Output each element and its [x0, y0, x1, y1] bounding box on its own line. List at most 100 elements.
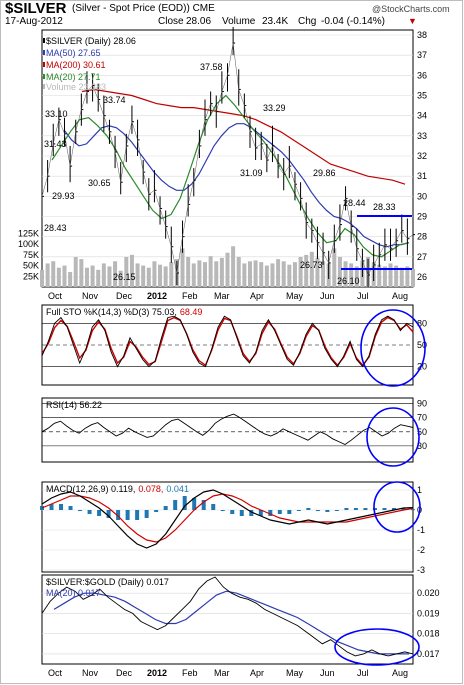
volume-value: 23.4K: [262, 16, 289, 27]
legend-entry: 68.49: [180, 307, 203, 317]
volume-bar: [321, 261, 326, 287]
ma200-line: [81, 88, 406, 185]
volume-bar: [113, 261, 118, 287]
volume-bar: [332, 248, 337, 287]
legend-entry: $SILVER:$GOLD (Daily) 0.017: [46, 577, 169, 587]
highlight-ellipse: [334, 628, 420, 666]
macd-hist-bar: [268, 510, 273, 516]
volume-bar: [264, 265, 269, 287]
x-tick-label: Jul: [357, 668, 369, 678]
down-arrow-icon: ▼: [408, 16, 417, 26]
macd-hist-bar: [173, 500, 178, 510]
highlight-ellipse: [373, 481, 421, 533]
y-tick-label: 50: [417, 427, 427, 437]
y-tick-label: 90: [417, 399, 427, 409]
macd-line: [41, 489, 414, 549]
volume-bar: [191, 263, 196, 287]
macd-hist-bar: [325, 510, 330, 512]
volume-tick-label: 50K: [23, 261, 39, 271]
x-tick-label: May: [286, 668, 304, 678]
sto-k-line: [41, 315, 414, 368]
y-tick-label: 32: [417, 151, 427, 161]
volume-bar: [242, 263, 247, 287]
macd-hist-bar: [230, 510, 235, 514]
macd-hist-bar: [344, 508, 349, 510]
y-tick-label: 50: [417, 340, 427, 350]
volume-bar: [146, 267, 151, 287]
macd-hist-bar: [116, 510, 121, 520]
chart-subtitle: (Silver - Spot Price (EOD)) CME: [72, 3, 215, 14]
volume-bar: [287, 264, 292, 287]
volume-tick-label: 25K: [23, 271, 39, 281]
volume-bar: [107, 266, 112, 287]
volume-bar: [315, 257, 320, 287]
y-tick-label: 0.020: [417, 588, 440, 598]
x-tick-label: Nov: [82, 291, 99, 301]
price-annotation: 30.65: [88, 178, 111, 188]
volume-bar: [45, 263, 50, 287]
y-tick-label: 28: [417, 232, 427, 242]
y-tick-label: -1: [417, 525, 425, 535]
price-annotation: 31.43: [44, 139, 67, 149]
volume-bar: [394, 265, 399, 287]
price-annotation: 26.15: [113, 272, 136, 282]
y-tick-label: -2: [417, 545, 425, 555]
volume-bar: [90, 265, 95, 287]
price-annotation: 28.44: [343, 198, 366, 208]
macd-hist-bar: [391, 508, 396, 510]
macd-hist-bar: [334, 510, 339, 511]
x-tick-label: Dec: [116, 291, 133, 301]
volume-bar: [152, 261, 157, 287]
volume-bar: [270, 263, 275, 287]
volume-bar: [292, 262, 297, 287]
y-tick-label: 31: [417, 171, 427, 181]
volume-bar: [96, 269, 101, 287]
x-tick-label: Oct: [48, 668, 63, 678]
x-tick-label: Feb: [182, 291, 198, 301]
volume-bar: [84, 267, 89, 287]
volume-bar: [253, 260, 258, 287]
x-tick-label: 2012: [147, 668, 167, 678]
macd-hist-bar: [363, 508, 368, 510]
macd-hist-bar: [258, 510, 263, 516]
price-annotation: 28.43: [44, 223, 67, 233]
watermark: @StockCharts.com: [372, 4, 450, 14]
volume-bar: [411, 269, 415, 287]
macd-hist-bar: [87, 510, 92, 514]
price-annotation: 26.73: [300, 260, 323, 270]
volume-bar: [298, 257, 303, 287]
macd-hist-bar: [144, 510, 149, 518]
volume-tick-label: 100K: [18, 239, 39, 249]
macd-hist-bar: [411, 509, 415, 511]
volume-bar: [79, 259, 84, 287]
volume-bar: [186, 257, 191, 287]
y-tick-label: 36: [417, 70, 427, 80]
legend-entry: Volume 23,383: [46, 82, 106, 92]
volume-bar: [51, 261, 56, 287]
macd-hist-bar: [211, 504, 216, 510]
volume-tick-label: 125K: [18, 228, 39, 238]
x-tick-label: May: [286, 291, 304, 301]
volume-bar: [62, 265, 67, 287]
volume-bar: [73, 257, 78, 287]
volume-bar: [197, 260, 202, 287]
volume-bar: [399, 267, 404, 287]
macd-hist-bar: [135, 510, 140, 520]
price-annotation: 28.33: [373, 202, 396, 212]
macd-hist-bar: [401, 508, 406, 510]
x-tick-label: Apr: [250, 668, 264, 678]
legend-entry: $SILVER (Daily) 28.06: [46, 36, 136, 46]
rsi-panel: [41, 397, 414, 463]
legend-entry: Full STO %K(14,3) %D(3) 75.03,: [46, 307, 177, 317]
volume-bar: [56, 267, 61, 287]
chart-symbol: $SILVER: [5, 0, 67, 17]
volume-bar: [304, 254, 309, 287]
volume-bar: [388, 263, 393, 287]
macd-hist-bar: [68, 506, 73, 510]
chg-value: -0.04 (-0.14%): [321, 16, 385, 27]
macd-hist-bar: [382, 508, 387, 510]
volume-bar: [158, 264, 163, 287]
volume-bar: [354, 266, 359, 287]
macd-hist-bar: [192, 498, 197, 510]
